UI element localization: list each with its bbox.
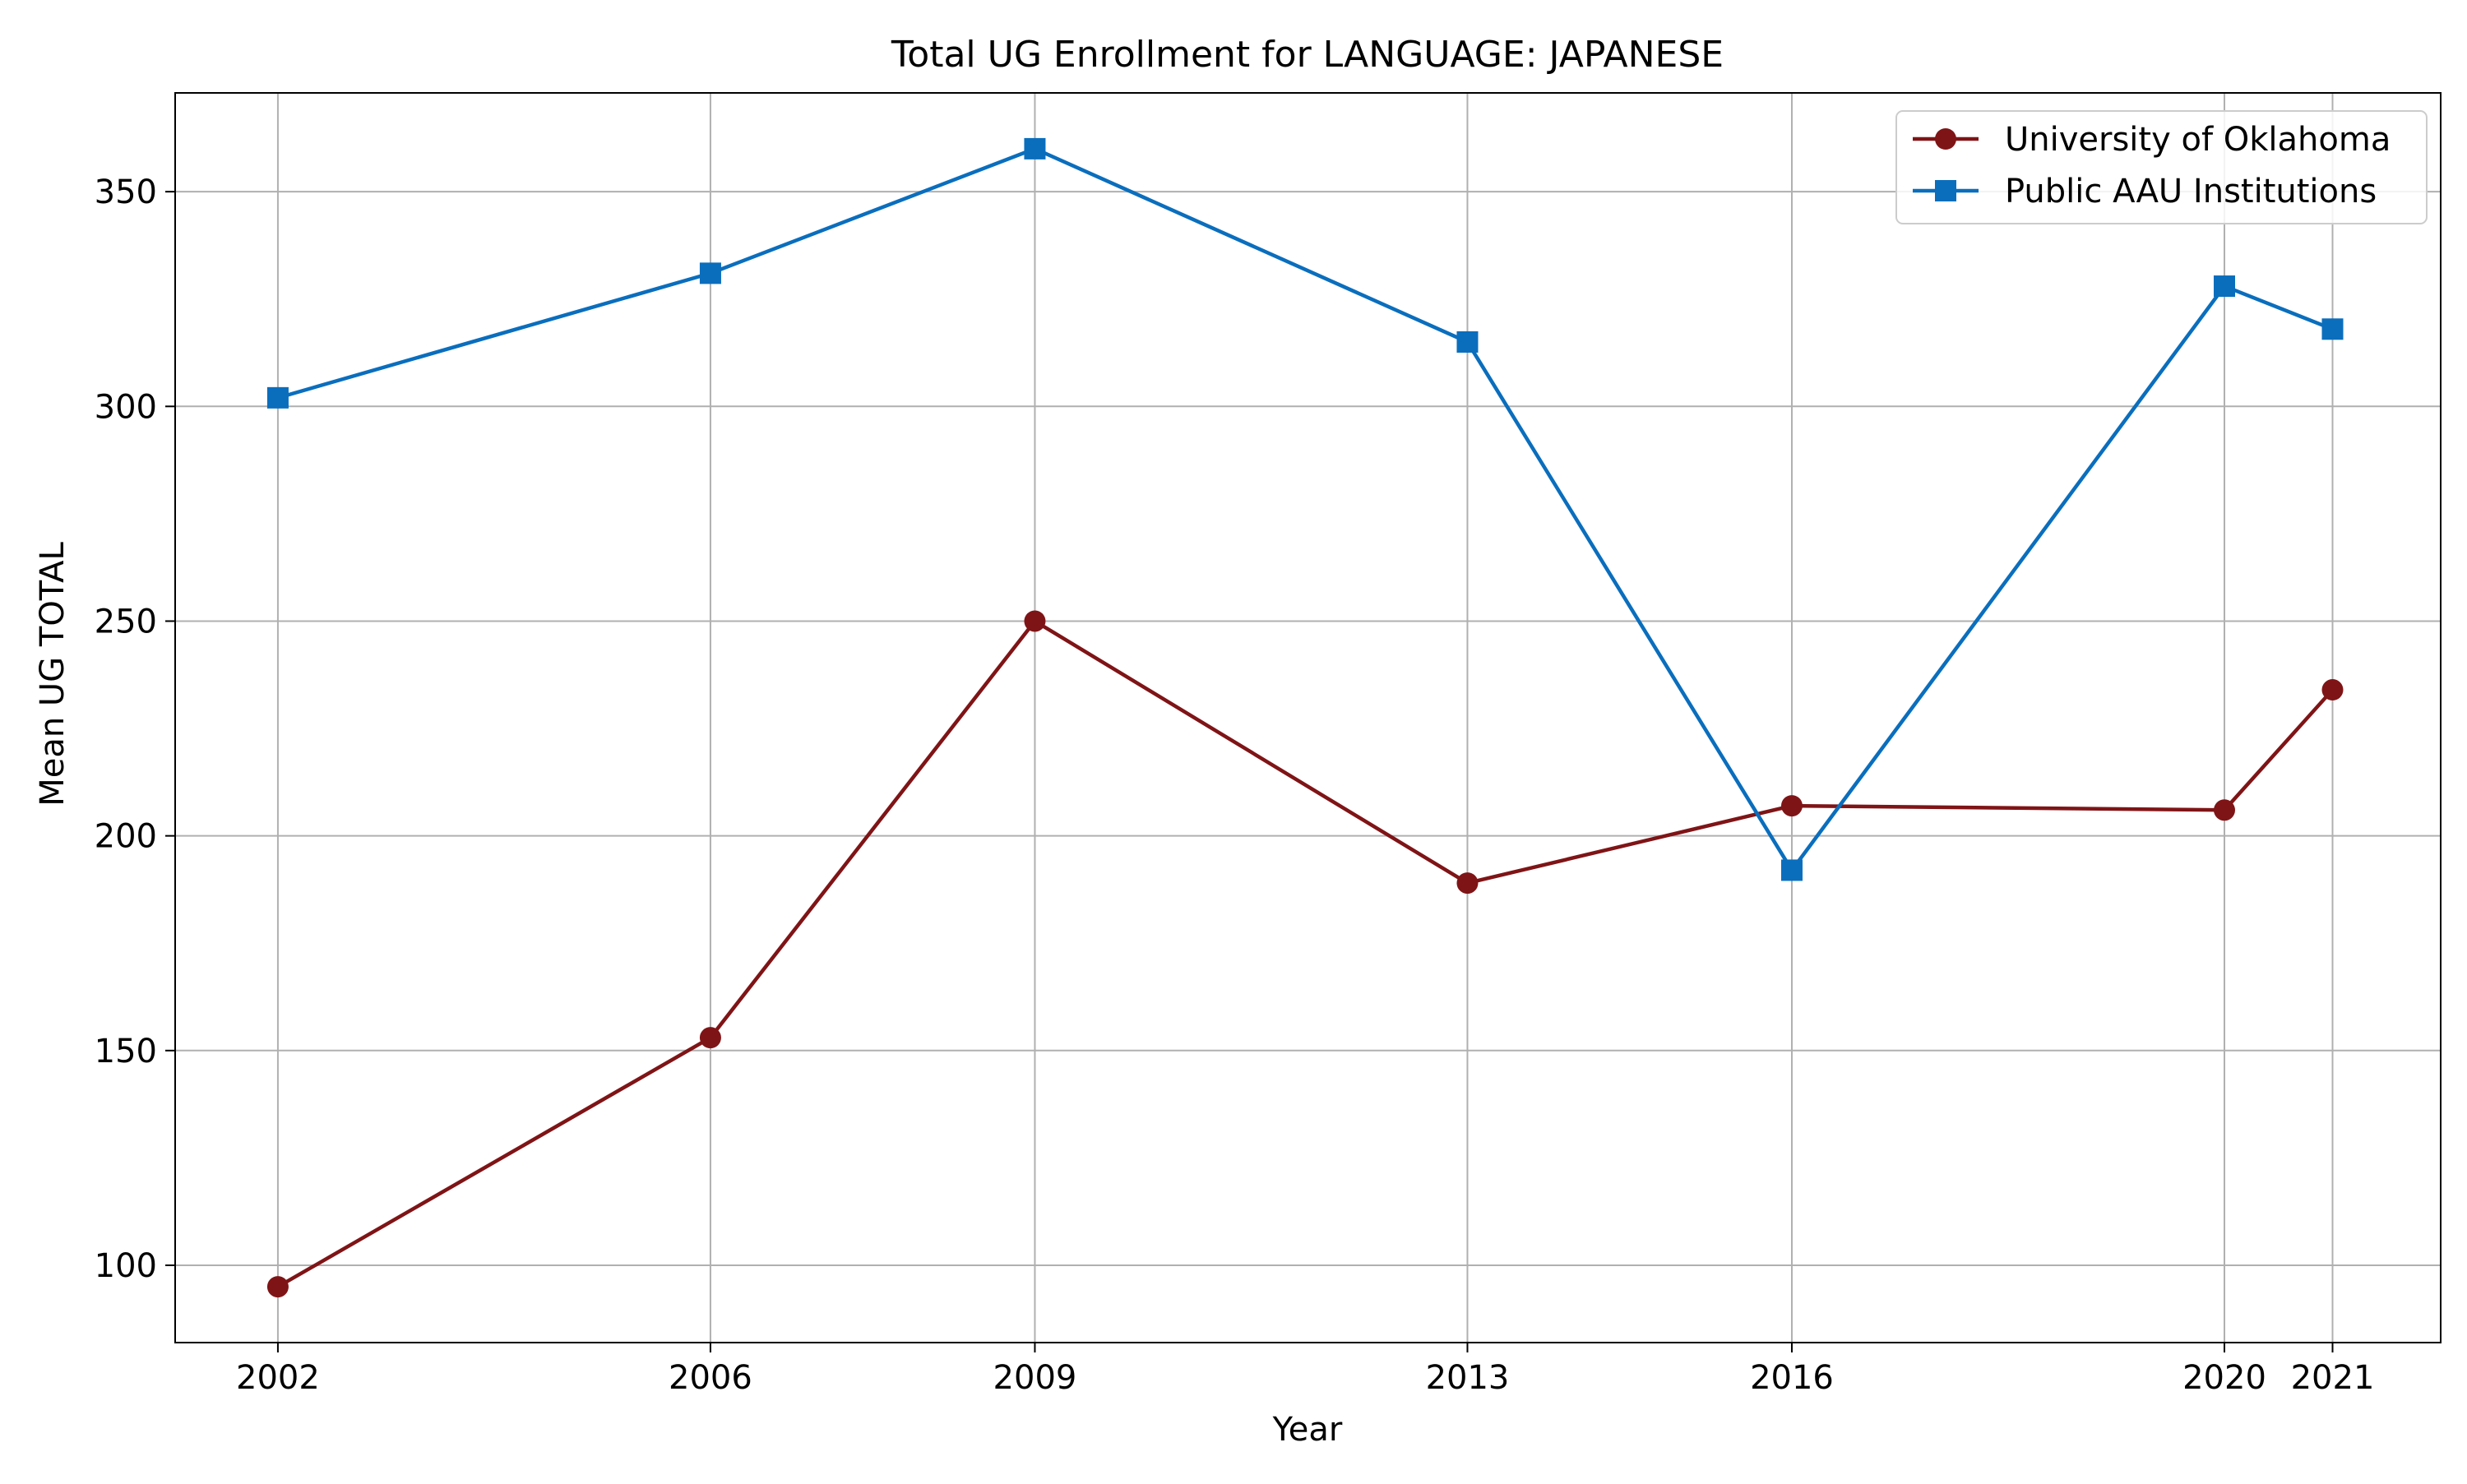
data-point-circle bbox=[1024, 610, 1046, 632]
y-tick-label: 150 bbox=[95, 1033, 157, 1070]
data-point-square bbox=[1024, 137, 1046, 159]
series-1 bbox=[266, 137, 2344, 881]
data-point-circle bbox=[266, 1276, 289, 1298]
series-layer bbox=[266, 137, 2344, 1298]
legend-label: University of Oklahoma bbox=[2005, 121, 2391, 159]
legend-marker-square bbox=[1935, 180, 1956, 201]
y-axis-ticks: 100 150 200 250 300 350 bbox=[95, 173, 175, 1285]
chart-title: Total UG Enrollment for LANGUAGE: JAPANE… bbox=[891, 34, 1724, 76]
data-point-circle bbox=[699, 1027, 721, 1049]
legend-marker-circle bbox=[1935, 128, 1956, 150]
x-tick-label: 2016 bbox=[1750, 1359, 1834, 1397]
x-tick-label: 2021 bbox=[2291, 1359, 2375, 1397]
series-0 bbox=[266, 610, 2344, 1298]
x-tick-label: 2002 bbox=[236, 1359, 320, 1397]
data-point-square bbox=[2213, 275, 2235, 298]
data-point-square bbox=[266, 386, 289, 409]
plot-frame bbox=[174, 92, 2442, 1343]
x-tick-label: 2013 bbox=[1426, 1359, 1510, 1397]
y-tick-label: 200 bbox=[95, 818, 157, 856]
grid bbox=[175, 93, 2441, 1343]
data-point-circle bbox=[1456, 872, 1479, 895]
y-tick-label: 100 bbox=[95, 1247, 157, 1285]
x-axis-ticks: 2002 2006 2009 2013 2016 2020 2021 bbox=[236, 1343, 2374, 1397]
data-point-circle bbox=[2213, 799, 2235, 821]
x-axis-label: Year bbox=[1272, 1411, 1343, 1449]
y-axis-label: Mean UG TOTAL bbox=[34, 542, 72, 807]
legend-entry: Public AAU Institutions bbox=[1913, 173, 2377, 210]
x-tick-label: 2009 bbox=[993, 1359, 1077, 1397]
y-tick-label: 250 bbox=[95, 603, 157, 640]
legend-box bbox=[1895, 110, 2428, 224]
legend-label: Public AAU Institutions bbox=[2005, 173, 2377, 210]
legend-entry: University of Oklahoma bbox=[1913, 121, 2391, 159]
data-point-square bbox=[2321, 318, 2344, 340]
data-point-circle bbox=[1780, 795, 1803, 817]
data-point-square bbox=[699, 262, 721, 284]
x-tick-label: 2006 bbox=[669, 1359, 752, 1397]
y-tick-label: 300 bbox=[95, 388, 157, 426]
data-point-square bbox=[1780, 859, 1803, 881]
data-point-square bbox=[1456, 331, 1479, 353]
y-tick-label: 350 bbox=[95, 173, 157, 211]
x-tick-label: 2020 bbox=[2182, 1359, 2266, 1397]
legend: University of Oklahoma Public AAU Institu… bbox=[1895, 110, 2428, 224]
data-point-circle bbox=[2321, 679, 2344, 701]
